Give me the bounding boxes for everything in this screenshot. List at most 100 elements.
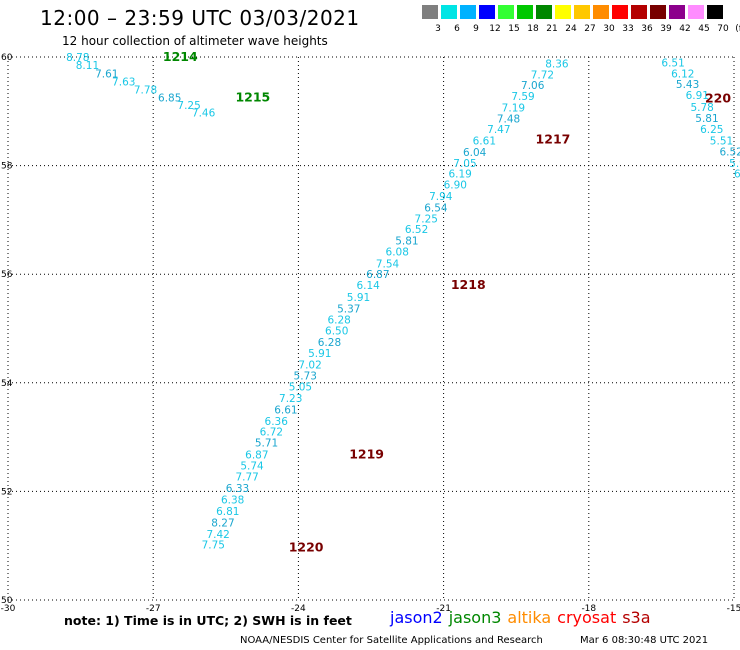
wave-height-value: 8.78	[66, 52, 89, 64]
wave-height-value: 6.87	[245, 449, 268, 461]
satellite-altika: altika	[507, 608, 552, 627]
wave-height-value: 6.61	[274, 404, 297, 416]
wave-height-value: 5.74	[240, 460, 264, 472]
satellite-jason2: jason2	[390, 608, 443, 627]
satellite-s3a: s3a	[622, 608, 651, 627]
track-id-label: 1217	[536, 132, 571, 147]
wave-height-value: 5.71	[255, 438, 278, 450]
legend-label: 27	[584, 24, 596, 34]
legend-label: 39	[660, 24, 672, 34]
wave-height-value: 6.91	[686, 90, 709, 102]
wave-height-value: 8.11	[76, 60, 99, 72]
wave-height-value: 6.85	[158, 93, 181, 105]
wave-height-value: 6.52	[719, 146, 740, 158]
legend-label: 36	[641, 24, 653, 34]
wave-height-value: 7.25	[415, 213, 438, 225]
track-id-label: 1218	[451, 277, 486, 292]
legend-label: 42	[679, 24, 691, 34]
wave-height-value: 6.36	[265, 416, 289, 428]
satellite-cryosat: cryosat	[557, 608, 617, 627]
wave-height-value: 5.81	[695, 113, 718, 125]
wave-height-value: 7.63	[112, 76, 135, 88]
track-id-label: 220	[705, 90, 731, 105]
wave-height-value: 6.61	[473, 136, 496, 148]
legend-label: 6	[454, 24, 460, 34]
wave-height-value: 6.28	[318, 337, 341, 349]
satellite-legend: jason2 jason3 altika cryosat s3a	[390, 608, 657, 627]
lat-tick-label: 50	[1, 596, 13, 606]
wave-height-value: 6.87	[366, 269, 389, 281]
wave-height-value: 6.04	[463, 147, 487, 159]
wave-height-value: 6.81	[216, 506, 239, 518]
wave-height-value: 5.91	[308, 348, 331, 360]
legend-swatch	[612, 5, 628, 19]
wave-height-value: 7.47	[487, 124, 510, 136]
wave-height-value: 7.23	[279, 393, 302, 405]
wave-height-value: 6.14	[356, 280, 380, 292]
legend-swatch	[574, 5, 590, 19]
timestamp: Mar 6 08:30:48 UTC 2021	[580, 635, 709, 646]
wave-height-value: 7.94	[429, 191, 453, 203]
wave-height-value: 5.91	[347, 292, 370, 304]
lat-tick-label: 52	[1, 487, 12, 497]
wave-height-value: 7.05	[453, 158, 476, 170]
legend-label: (ft)	[735, 24, 740, 34]
wave-height-value: 5.81	[395, 236, 418, 248]
wave-height-value: 6.38	[221, 495, 244, 507]
wave-height-value: 6.11	[734, 169, 740, 181]
wave-height-value: 5.78	[690, 102, 713, 114]
wave-height-value: 5.05	[289, 382, 312, 394]
legend-swatch	[460, 5, 476, 19]
legend-swatch	[555, 5, 571, 19]
wave-height-value: 6.52	[405, 224, 428, 236]
legend-label: 15	[508, 24, 520, 34]
page-title: 12:00 – 23:59 UTC 03/03/2021	[40, 6, 360, 30]
satellite-jason3: jason3	[448, 608, 502, 627]
wave-height-value: 7.25	[177, 100, 200, 112]
legend-label: 3	[435, 24, 441, 34]
axis-ticks: -30 -27 -24 -21 -18 -15 60 58 56 54 52 50	[1, 53, 740, 614]
lat-tick-label: 58	[1, 162, 13, 172]
wave-height-value: 7.19	[502, 102, 525, 114]
wave-height-value: 7.75	[202, 540, 225, 552]
wave-height-value: 6.50	[325, 326, 348, 338]
credit-text: NOAA/NESDIS Center for Satellite Applica…	[240, 635, 543, 646]
wave-height-value: 7.54	[376, 258, 400, 270]
legend-swatch	[707, 5, 723, 19]
lon-tick-label: -30	[1, 604, 16, 614]
wave-height-value: 7.06	[521, 80, 545, 92]
wave-height-value: 6.54	[424, 202, 448, 214]
wave-height-value: 7.72	[531, 69, 554, 81]
wave-height-value: 7.48	[497, 113, 520, 125]
lon-tick-label: -24	[291, 604, 306, 614]
wave-height-value: 8.27	[211, 517, 234, 529]
lat-tick-label: 54	[1, 379, 13, 389]
wave-height-value: 5.73	[294, 371, 317, 383]
legend-label: 30	[603, 24, 615, 34]
lon-tick-label: -27	[146, 604, 161, 614]
legend-swatch	[650, 5, 666, 19]
wave-height-value: 7.61	[95, 68, 118, 80]
wave-height-value: 6.12	[671, 68, 694, 80]
wave-height-value: 6.25	[700, 124, 723, 136]
legend-swatch	[669, 5, 685, 19]
wave-height-value: 6.72	[260, 427, 283, 439]
track-id-label: 1215	[235, 90, 270, 105]
legend-label: 12	[489, 24, 501, 34]
wave-height-value: 6.51	[661, 57, 684, 69]
wave-height-value: 6.28	[327, 314, 350, 326]
lon-tick-label: -21	[436, 604, 451, 614]
footer-note: note: 1) Time is in UTC; 2) SWH is in fe…	[64, 613, 352, 628]
legend-swatch	[631, 5, 647, 19]
wave-height-value: 7.02	[298, 359, 321, 371]
wave-height-points: 8.788.117.617.637.786.857.257.468.367.72…	[66, 52, 740, 552]
wave-height-value: 6.08	[386, 246, 409, 258]
legend-label: 33	[622, 24, 634, 34]
legend-label: 45	[698, 24, 710, 34]
legend-label: 70	[717, 24, 729, 34]
legend-swatch	[517, 5, 533, 19]
legend-label: 9	[473, 24, 479, 34]
map-grid	[7, 56, 735, 601]
legend-swatch	[688, 5, 704, 19]
